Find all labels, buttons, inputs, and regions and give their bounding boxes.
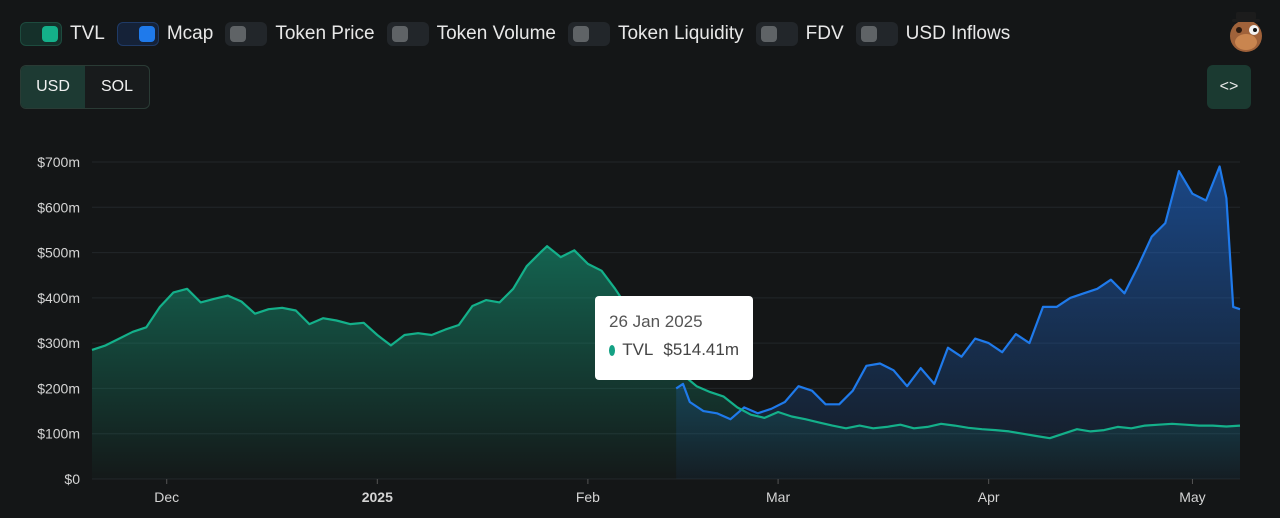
currency-switcher: USD SOL [20,65,150,109]
tvl-dot-icon [609,344,616,356]
usd-inflows-switch[interactable] [855,22,898,46]
y-tick-label: $400m [37,290,80,306]
toggle-label: FDV [805,23,844,44]
code-icon: <> [1219,78,1239,95]
toggle-label: Mcap [166,23,214,44]
tvl-switch[interactable] [20,22,62,46]
toggle-tvl[interactable]: TVL [20,22,105,46]
tooltip-value: $514.41m [663,340,739,359]
x-tick-label: 2025 [362,489,393,505]
y-tick-label: $0 [64,471,80,487]
token-liquidity-switch[interactable] [567,22,610,46]
toggle-token-liquidity[interactable]: Token Liquidity [567,22,744,46]
toggle-label: USD Inflows [905,23,1011,44]
embed-code-button[interactable]: <> [1207,65,1251,109]
tooltip-series: TVL [622,340,654,359]
mcap-switch[interactable] [116,22,159,46]
toggle-label: Token Volume [436,23,556,44]
x-tick-label: Mar [766,489,790,505]
toggle-usd-inflows[interactable]: USD Inflows [855,22,1011,46]
y-tick-label: $500m [37,245,80,261]
toggle-label: Token Price [275,23,375,44]
y-tick-label: $200m [37,380,80,396]
currency-sol-button[interactable]: SOL [100,78,133,95]
token-price-switch[interactable] [225,22,268,46]
fdv-switch[interactable] [755,22,798,46]
token-volume-switch[interactable] [386,22,429,46]
toggle-label: Token Liquidity [617,23,744,44]
y-tick-label: $600m [37,199,80,215]
toggle-token-price[interactable]: Token Price [225,22,375,46]
tooltip-row: TVL $514.41m [609,340,739,360]
user-avatar-icon[interactable] [1222,6,1270,54]
x-tick-label: May [1179,489,1205,505]
currency-usd-button[interactable]: USD [21,66,85,108]
y-tick-label: $700m [37,154,80,170]
x-tick-label: Feb [576,489,600,505]
series-area-mcap [676,166,1240,479]
y-tick-label: $300m [37,335,80,351]
toggle-token-volume[interactable]: Token Volume [386,22,556,46]
x-tick-label: Apr [978,489,1000,505]
series-line-mcap [675,165,1241,421]
toggle-fdv[interactable]: FDV [755,22,844,46]
tooltip-date: 26 Jan 2025 [609,312,703,331]
toggle-mcap[interactable]: Mcap [116,22,214,46]
chart-tooltip: 26 Jan 2025 TVL $514.41m [595,296,753,380]
y-tick-label: $100m [37,426,80,442]
toggle-label: TVL [70,23,105,44]
series-toggles: TVL Mcap Token Price Token Volume Token … [20,22,1022,46]
x-tick-label: Dec [154,489,179,505]
